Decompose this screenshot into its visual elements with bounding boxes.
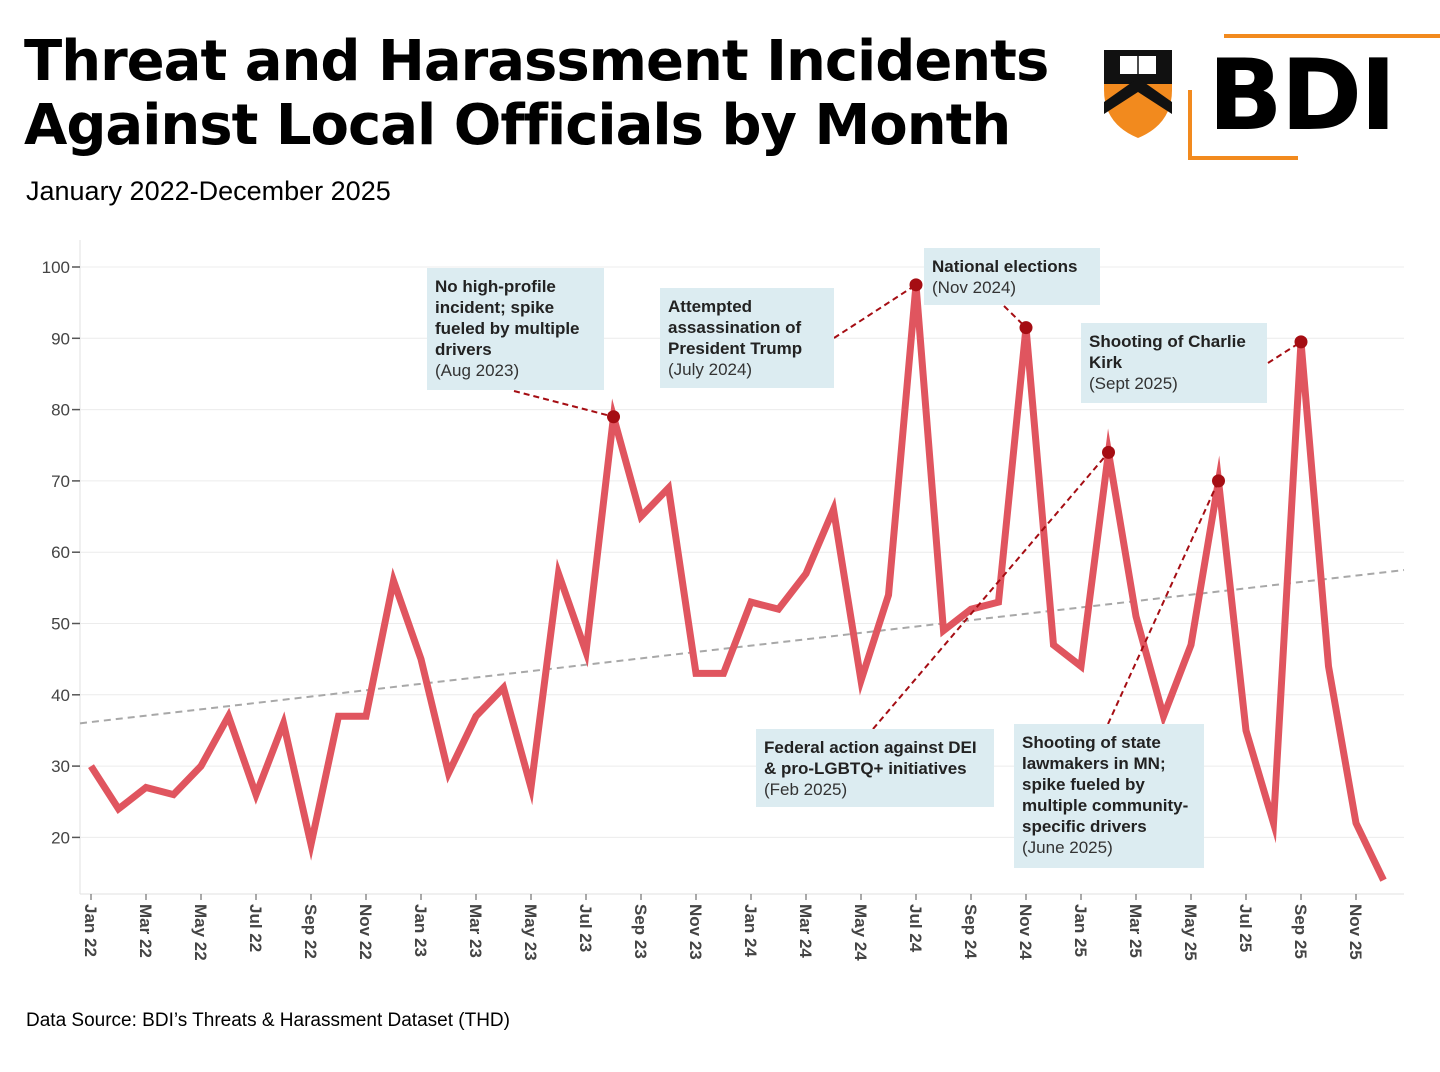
trend-line [79,569,1405,725]
x-tick-label: Mar 24 [796,904,815,958]
data-source: Data Source: BDI’s Threats & Harassment … [26,1010,510,1031]
x-tick-label: Mar 23 [466,904,485,958]
x-tick-label: Nov 23 [686,904,705,960]
annotation-date: (Nov 2024) [932,278,1016,297]
x-tick-label: Sep 22 [301,904,320,959]
highlight-marker [909,278,923,292]
annotation-leader-line [1267,341,1302,364]
highlight-marker [1102,445,1115,459]
annotation-text: No high-profile [435,277,556,296]
annotation-leader-line [872,451,1110,730]
x-tick-label: Sep 25 [1291,904,1310,959]
y-tick-label: 50 [51,615,70,634]
x-tick-label: Nov 25 [1346,904,1365,960]
annotation-box [756,729,994,807]
x-tick-label: Mar 25 [1126,904,1145,958]
annotation-text: Attempted [668,297,752,316]
annotation-date: (Feb 2025) [764,780,847,799]
highlight-marker [607,410,620,424]
annotation-text: lawmakers in MN; [1022,754,1166,773]
annotation-box [924,248,1100,305]
annotation-text: Shooting of state [1022,733,1161,752]
annotation-leader-line [513,390,614,418]
annotation-date: (Aug 2023) [435,361,519,380]
x-tick-label: Nov 22 [356,904,375,960]
annotation-text: spike fueled by [1022,775,1145,794]
highlight-marker [1019,321,1033,335]
annotation-text: assassination of [668,318,802,337]
x-tick-label: Jul 23 [576,904,595,952]
annotation-date: (July 2024) [668,360,752,379]
annotation-text: fueled by multiple [435,319,580,338]
y-tick-label: 100 [42,258,70,277]
annotation-text: Shooting of Charlie [1089,332,1246,351]
annotation-text: & pro-LGBTQ+ initiatives [764,759,967,778]
logo-frame-bottom-left [1188,90,1298,160]
x-tick-label: Jan 24 [741,904,760,957]
chart-title: Threat and Harassment Incidents Against … [24,30,1084,158]
x-tick-label: Jan 23 [411,904,430,957]
annotation-text: multiple community- [1022,796,1188,815]
y-tick-label: 30 [51,757,70,776]
annotation-leader-line [833,283,917,339]
x-tick-label: Jul 22 [246,904,265,952]
y-tick-label: 80 [51,401,70,420]
x-tick-label: Sep 23 [631,904,650,959]
highlight-marker [1294,335,1308,349]
annotation-date: (June 2025) [1022,838,1113,857]
annotation-text: President Trump [668,339,802,358]
x-tick-label: Jul 24 [906,904,925,953]
x-tick-label: May 22 [191,904,210,961]
princeton-shield-icon [1104,50,1172,138]
bdi-logo: BDI [1096,30,1440,164]
annotation-text: drivers [435,340,492,359]
annotation-text: Federal action against DEI [764,738,977,757]
annotation-box [1014,724,1204,868]
chart-subtitle: January 2022-December 2025 [26,176,391,206]
annotation-text: Kirk [1089,353,1123,372]
highlight-marker [1212,474,1225,488]
annotation-text: incident; spike [435,298,554,317]
annotation-date: (Sept 2025) [1089,374,1178,393]
annotation-text: National elections [932,257,1077,276]
annotation-leader-line [1107,480,1220,725]
logo-text: BDI [1208,39,1397,153]
title-line-1: Threat and Harassment Incidents [24,29,1049,94]
x-tick-label: May 23 [521,904,540,961]
y-tick-label: 70 [51,472,70,491]
x-tick-label: Sep 24 [961,904,980,959]
x-tick-label: Nov 24 [1016,904,1035,960]
annotation-box [427,268,604,390]
annotation-box [1081,323,1267,403]
title-line-2: Against Local Officials by Month [24,93,1011,158]
y-tick-label: 20 [51,828,70,847]
x-tick-label: Jan 22 [81,904,100,957]
y-tick-label: 60 [51,543,70,562]
x-tick-label: Jul 25 [1236,904,1255,952]
incidents-series-line [88,284,1387,882]
x-tick-label: Jan 25 [1071,904,1090,957]
x-tick-label: Mar 22 [136,904,155,958]
y-tick-label: 90 [51,329,70,348]
annotation-box [660,288,834,388]
logo-frame-top-right [1224,34,1440,98]
x-tick-label: May 25 [1181,904,1200,961]
y-tick-label: 40 [51,686,70,705]
x-tick-label: May 24 [851,904,870,961]
annotation-text: specific drivers [1022,817,1147,836]
